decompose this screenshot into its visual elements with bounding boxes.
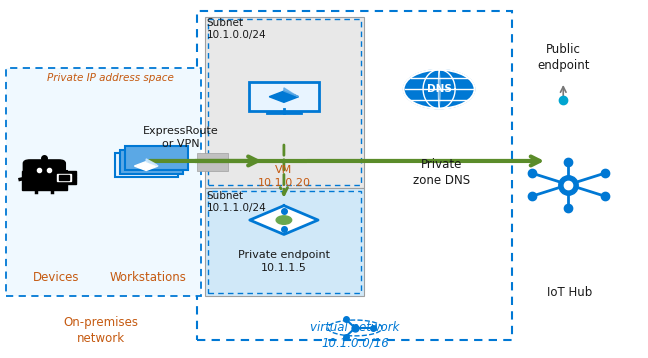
Circle shape <box>276 216 292 224</box>
Text: Private
zone DNS: Private zone DNS <box>413 158 470 187</box>
Bar <box>205 188 364 296</box>
Text: Devices: Devices <box>32 271 79 284</box>
Text: Private IP address space: Private IP address space <box>47 73 174 83</box>
Circle shape <box>404 70 475 108</box>
Text: IoT Hub: IoT Hub <box>547 285 592 299</box>
Text: Subnet
10.1.1.0/24: Subnet 10.1.1.0/24 <box>206 191 266 213</box>
Text: Subnet
10.1.0.0/24: Subnet 10.1.0.0/24 <box>206 18 266 40</box>
FancyBboxPatch shape <box>120 150 183 174</box>
Text: Private endpoint
10.1.1.5: Private endpoint 10.1.1.5 <box>238 250 330 272</box>
FancyBboxPatch shape <box>125 146 188 170</box>
FancyBboxPatch shape <box>249 82 319 111</box>
FancyBboxPatch shape <box>115 153 178 177</box>
FancyBboxPatch shape <box>23 160 65 179</box>
Polygon shape <box>134 161 158 170</box>
Bar <box>205 16 364 188</box>
Text: VM
10.1.0.20: VM 10.1.0.20 <box>257 165 310 188</box>
Polygon shape <box>269 91 299 102</box>
Text: virtual network
10.1.0.0/16: virtual network 10.1.0.0/16 <box>310 321 400 350</box>
Bar <box>208 19 361 185</box>
FancyBboxPatch shape <box>57 174 71 182</box>
FancyBboxPatch shape <box>52 171 76 184</box>
Text: ExpressRoute
or VPN: ExpressRoute or VPN <box>143 126 218 149</box>
Bar <box>208 191 361 293</box>
Polygon shape <box>249 205 318 234</box>
Text: Workstations: Workstations <box>110 271 187 284</box>
Text: DNS: DNS <box>426 84 452 94</box>
Bar <box>196 153 228 170</box>
Text: On-premises
network: On-premises network <box>64 315 139 345</box>
Polygon shape <box>284 88 299 97</box>
Bar <box>6 68 201 296</box>
FancyBboxPatch shape <box>22 171 67 190</box>
Text: Public
endpoint: Public endpoint <box>537 43 590 72</box>
Bar <box>196 11 511 340</box>
Polygon shape <box>146 159 158 166</box>
FancyBboxPatch shape <box>59 175 69 180</box>
